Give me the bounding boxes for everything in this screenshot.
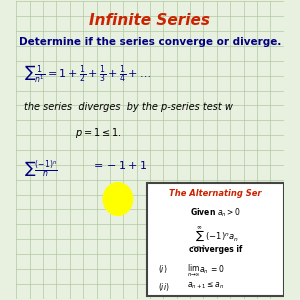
Text: the series  diverges  by the p-series test w: the series diverges by the p-series test… [24, 102, 233, 112]
Text: $= -1 + 1$: $= -1 + 1$ [91, 159, 147, 171]
Text: $\sum_{n=1}^{\infty}(-1)^n a_n$: $\sum_{n=1}^{\infty}(-1)^n a_n$ [191, 224, 239, 251]
Text: $\lim_{n \to \infty} a_n = 0$: $\lim_{n \to \infty} a_n = 0$ [188, 263, 225, 279]
Text: $(ii)$: $(ii)$ [158, 281, 169, 293]
Text: Determine if the series converge or diverge.: Determine if the series converge or dive… [19, 37, 281, 47]
Text: $\sum \frac{(-1)^n}{n}$: $\sum \frac{(-1)^n}{n}$ [24, 159, 58, 180]
Text: $(i)$: $(i)$ [158, 263, 167, 275]
Text: The Alternating Ser: The Alternating Ser [169, 189, 262, 198]
Text: converges if: converges if [189, 245, 242, 254]
Text: $a_{n+1} \leq a_n$: $a_{n+1} \leq a_n$ [188, 281, 225, 291]
Text: $\sum \frac{1}{n^1} = 1 + \frac{1}{2} + \frac{1}{3} + \frac{1}{4} + \ldots$: $\sum \frac{1}{n^1} = 1 + \frac{1}{2} + … [24, 64, 152, 85]
Circle shape [103, 183, 133, 215]
Text: $p = 1 \leq 1.$: $p = 1 \leq 1.$ [75, 126, 122, 140]
FancyBboxPatch shape [147, 183, 284, 296]
Text: Infinite Series: Infinite Series [89, 13, 211, 28]
Text: Given $a_n > 0$: Given $a_n > 0$ [190, 206, 241, 219]
